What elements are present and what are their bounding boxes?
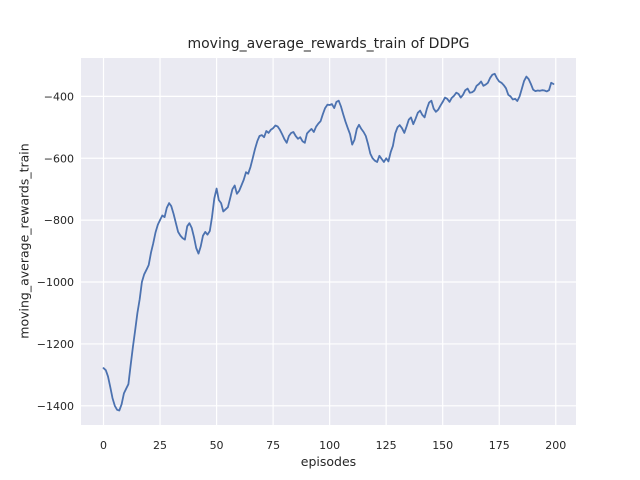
x-tick-label-5: 125 [376, 439, 397, 452]
x-tick-label-4: 100 [319, 439, 340, 452]
y-axis-label: moving_average_rewards_train [16, 143, 32, 339]
series-line-0 [102, 72, 555, 412]
y-tick-label-3: −1000 [37, 276, 74, 289]
y-tick-label-2: −800 [44, 214, 74, 227]
x-tick-label-1: 25 [153, 439, 167, 452]
y-tick-label-5: −1400 [37, 400, 74, 413]
y-tick-label-4: −1200 [37, 338, 74, 351]
axes-background [81, 58, 576, 425]
chart-title: moving_average_rewards_train of DDPG [187, 36, 470, 52]
x-tick-label-2: 50 [210, 439, 224, 452]
x-tick-label-0: 0 [100, 439, 107, 452]
x-tick-label-7: 175 [489, 439, 510, 452]
y-tick-label-0: −400 [44, 90, 74, 103]
y-tick-label-1: −600 [44, 152, 74, 165]
x-tick-label-8: 200 [545, 439, 566, 452]
x-tick-label-3: 75 [266, 439, 280, 452]
x-tick-label-6: 150 [432, 439, 453, 452]
x-axis-label: episodes [300, 454, 357, 469]
